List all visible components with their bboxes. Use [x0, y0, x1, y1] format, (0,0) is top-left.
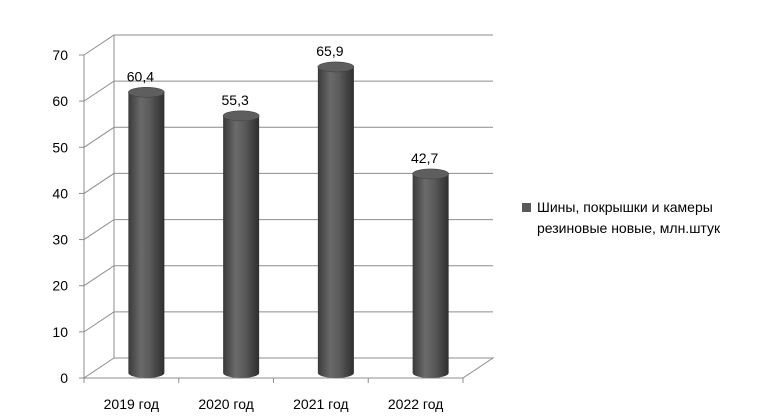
bar	[317, 61, 355, 378]
y-axis-ticks: 0 10 20 30 40 50 60 70	[52, 47, 68, 386]
x-category-label: 2019 год	[104, 396, 159, 412]
legend-label: Шины, покрышки и камеры резиновые новые,…	[537, 199, 721, 236]
y-tick-label: 70	[52, 47, 68, 63]
chart-floor	[82, 357, 495, 379]
bar-body	[412, 173, 449, 378]
y-tick-label: 60	[52, 93, 68, 109]
x-category-label: 2022 год	[388, 396, 443, 412]
y-tick-label: 40	[52, 185, 68, 201]
data-label: 55,3	[222, 92, 249, 108]
bar-top	[128, 86, 165, 98]
legend-swatch	[522, 203, 531, 212]
legend: Шины, покрышки и камеры резиновые новые,…	[522, 197, 762, 239]
bar	[128, 86, 165, 378]
y-tick-label: 20	[52, 278, 68, 294]
y-tick-label: 10	[52, 324, 68, 340]
chart-axes	[79, 35, 495, 383]
gridline	[83, 34, 493, 56]
bar-body	[317, 66, 354, 378]
data-label: 60,4	[127, 68, 154, 84]
bar-body	[223, 115, 260, 378]
y-tick-label: 30	[52, 232, 68, 248]
y-tick-label: 50	[52, 139, 68, 155]
bar	[412, 168, 449, 378]
x-axis-categories: 2019 год 2020 год 2021 год 2022 год	[104, 396, 444, 412]
y-tick-label: 0	[60, 370, 68, 386]
data-label: 42,7	[411, 150, 438, 166]
x-category-label: 2020 год	[198, 396, 253, 412]
bar	[222, 110, 260, 378]
bar-body	[128, 92, 165, 378]
bar-top	[317, 61, 355, 73]
bar-top	[412, 168, 449, 180]
bar-top	[222, 110, 260, 122]
x-category-label: 2021 год	[293, 396, 348, 412]
chart-bars: 60,4 55,3 65,9 42,7	[127, 43, 449, 378]
data-label: 65,9	[316, 43, 343, 59]
